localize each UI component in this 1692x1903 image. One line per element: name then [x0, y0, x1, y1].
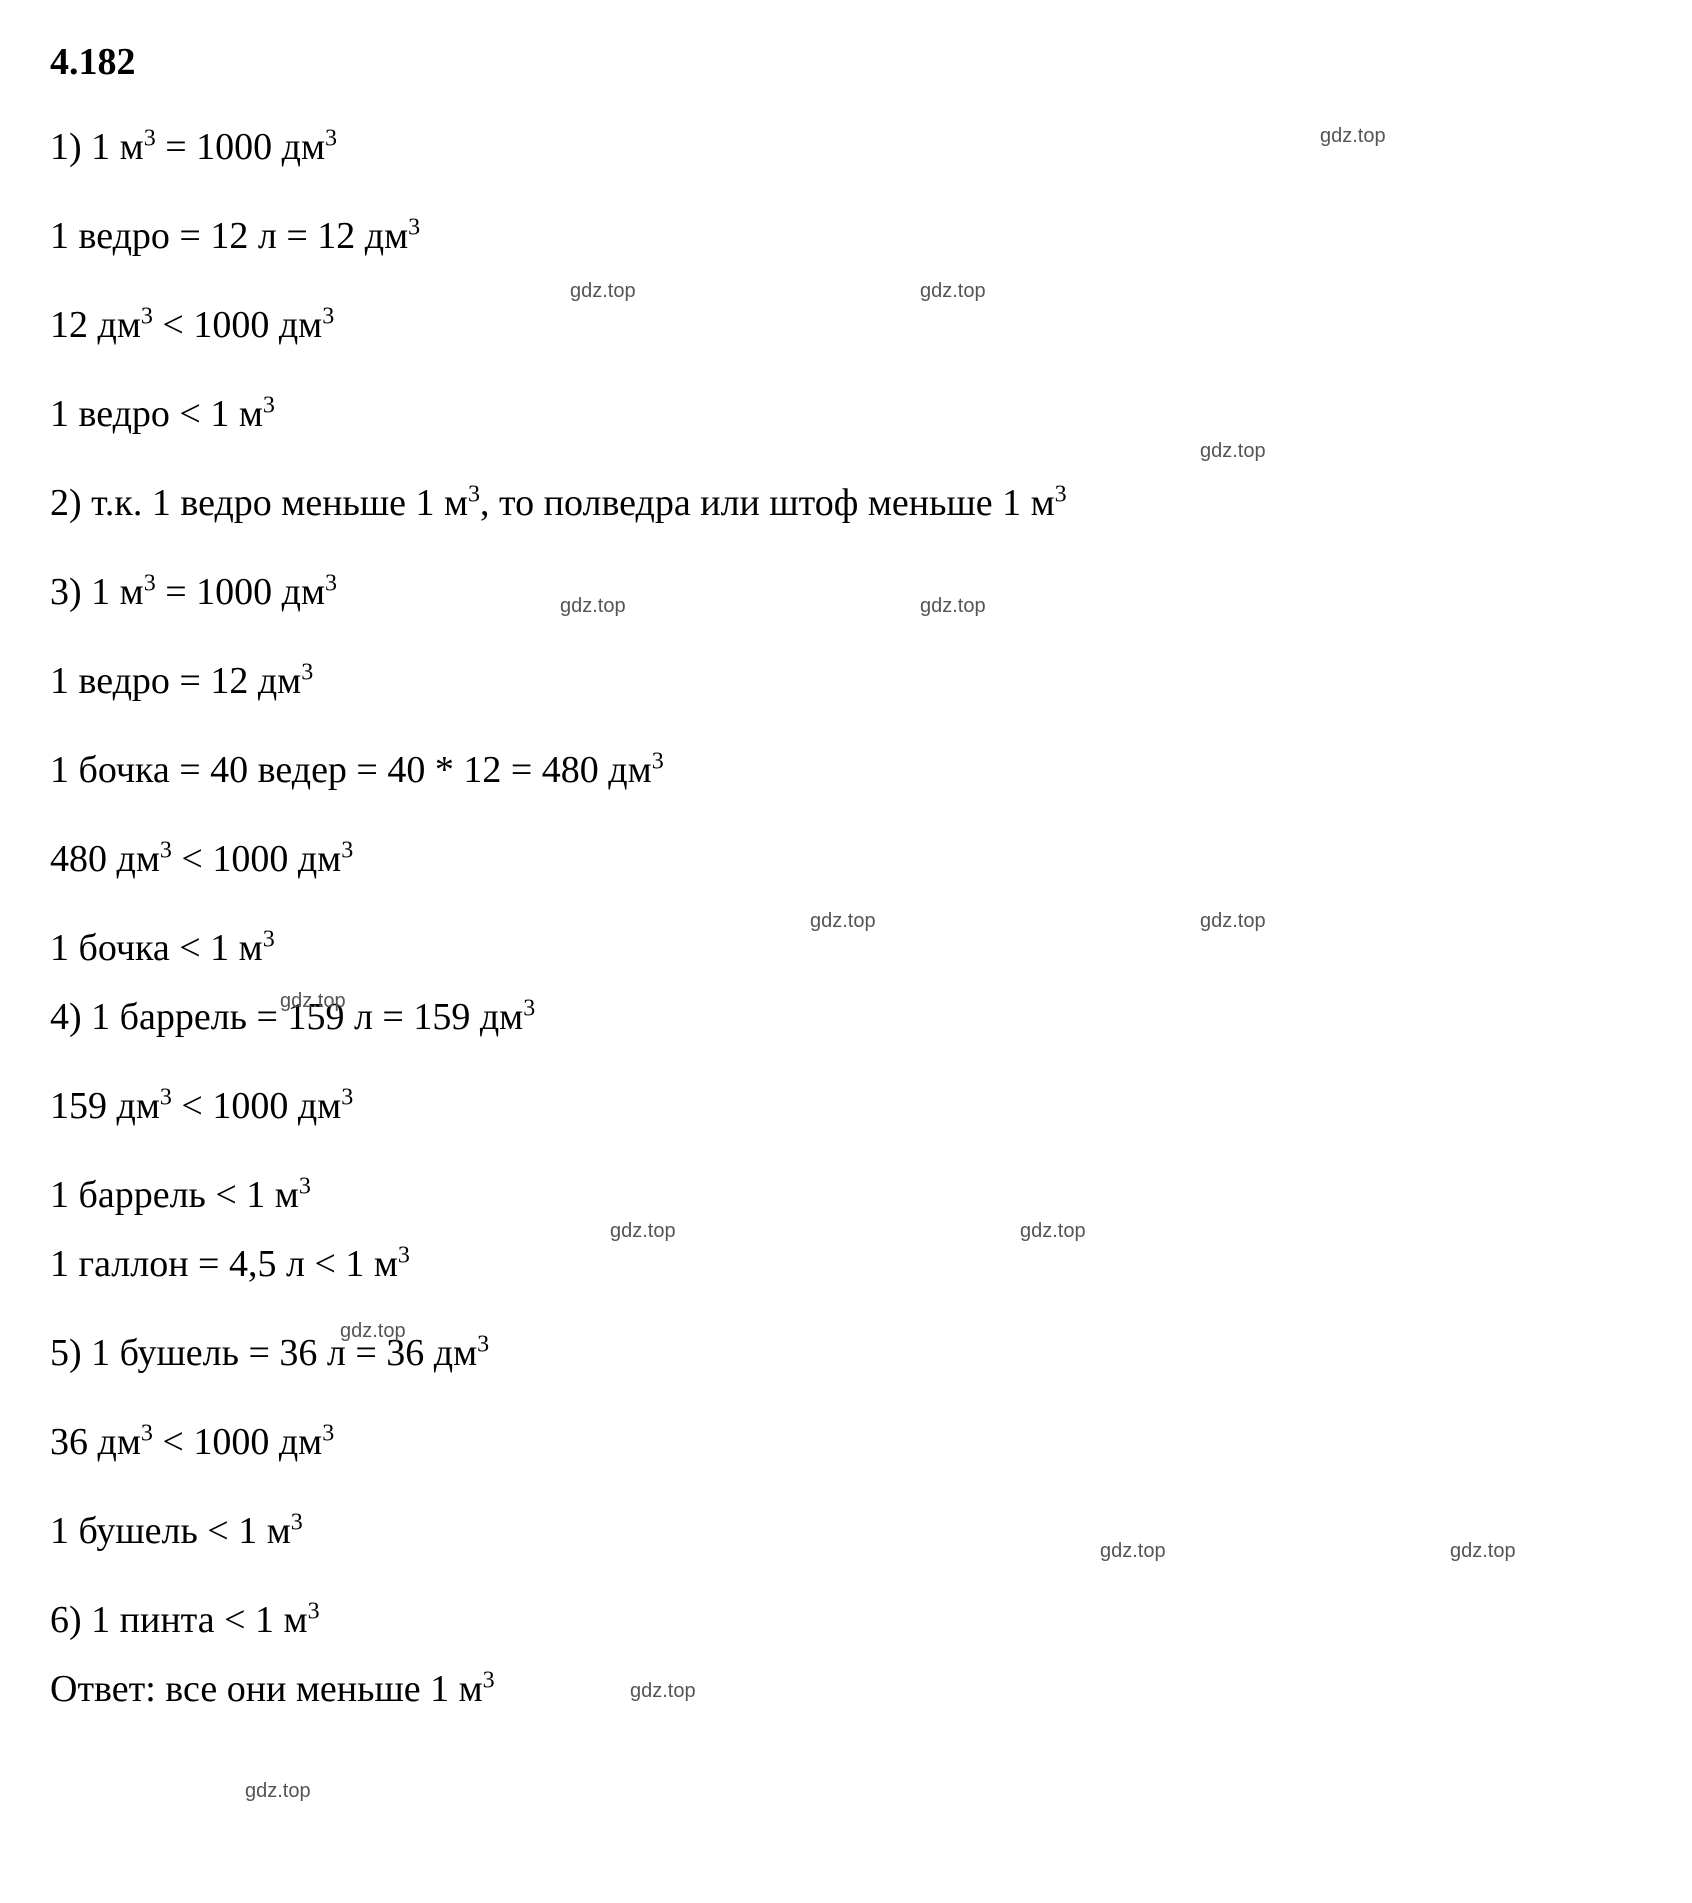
- watermark: gdz.top: [610, 1220, 676, 1243]
- solution-line-1: 1) 1 м3 = 1000 дм3: [50, 119, 1642, 176]
- solution-line-6: 3) 1 м3 = 1000 дм3: [50, 564, 1642, 621]
- solution-line-13: 1 баррель < 1 м3: [50, 1167, 1642, 1224]
- watermark: gdz.top: [1450, 1540, 1516, 1563]
- watermark: gdz.top: [810, 910, 876, 933]
- watermark: gdz.top: [630, 1680, 696, 1703]
- solution-line-5: 2) т.к. 1 ведро меньше 1 м3, то полведра…: [50, 475, 1642, 532]
- solution-line-14: 1 галлон = 4,5 л < 1 м3: [50, 1236, 1642, 1293]
- solution-line-8: 1 бочка = 40 ведер = 40 * 12 = 480 дм3: [50, 742, 1642, 799]
- watermark: gdz.top: [1320, 125, 1386, 148]
- solution-line-17: 1 бушель < 1 м3: [50, 1503, 1642, 1560]
- solution-line-18: 6) 1 пинта < 1 м3: [50, 1592, 1642, 1649]
- solution-line-3: 12 дм3 < 1000 дм3: [50, 297, 1642, 354]
- solution-line-12: 159 дм3 < 1000 дм3: [50, 1078, 1642, 1135]
- watermark: gdz.top: [920, 595, 986, 618]
- solution-line-4: 1 ведро < 1 м3: [50, 386, 1642, 443]
- watermark: gdz.top: [920, 280, 986, 303]
- solution-line-7: 1 ведро = 12 дм3: [50, 653, 1642, 710]
- answer-line: Ответ: все они меньше 1 м3: [50, 1661, 1642, 1718]
- solution-line-16: 36 дм3 < 1000 дм3: [50, 1414, 1642, 1471]
- solution-line-15: 5) 1 бушель = 36 л = 36 дм3: [50, 1325, 1642, 1382]
- watermark: gdz.top: [1200, 910, 1266, 933]
- watermark: gdz.top: [245, 1780, 311, 1803]
- solution-line-9: 480 дм3 < 1000 дм3: [50, 831, 1642, 888]
- solution-line-2: 1 ведро = 12 л = 12 дм3: [50, 208, 1642, 265]
- watermark: gdz.top: [1200, 440, 1266, 463]
- watermark: gdz.top: [1100, 1540, 1166, 1563]
- watermark: gdz.top: [560, 595, 626, 618]
- watermark: gdz.top: [340, 1320, 406, 1343]
- watermark: gdz.top: [280, 990, 346, 1013]
- watermark: gdz.top: [570, 280, 636, 303]
- problem-number: 4.182: [50, 40, 1642, 84]
- watermark: gdz.top: [1020, 1220, 1086, 1243]
